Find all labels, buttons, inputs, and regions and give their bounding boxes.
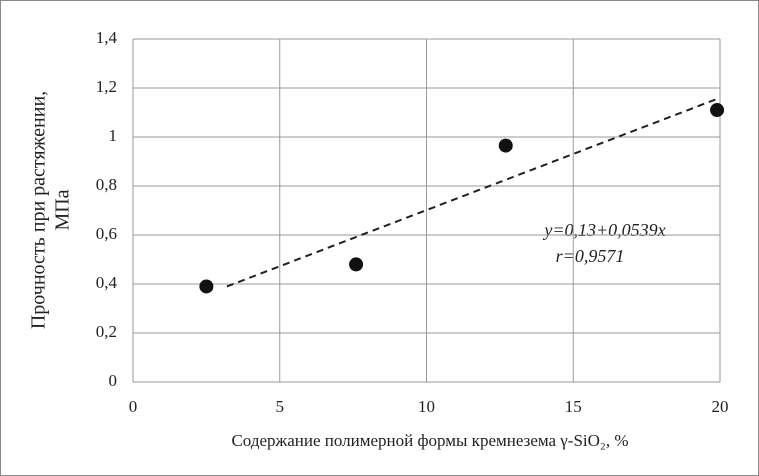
data-point xyxy=(710,103,725,118)
annotation: r=0,9571 xyxy=(556,246,625,266)
y-tick-label: 1,4 xyxy=(96,28,118,47)
x-tick-label: 0 xyxy=(129,397,138,416)
trendline xyxy=(226,96,721,288)
y-tick-label: 0 xyxy=(109,371,118,390)
x-tick-label: 20 xyxy=(712,397,729,416)
y-axis-label: МПа xyxy=(52,189,74,230)
y-axis-label: Прочность при растяжении, xyxy=(28,91,50,329)
data-point xyxy=(498,138,513,153)
x-tick-label: 5 xyxy=(276,397,285,416)
data-point xyxy=(349,257,364,272)
x-axis-label: Содержание полимерной формы кремнезема γ… xyxy=(231,431,628,450)
x-tick-label: 15 xyxy=(565,397,582,416)
data-point xyxy=(199,279,214,294)
y-tick-label: 0,4 xyxy=(96,273,118,292)
y-tick-label: 0,6 xyxy=(96,224,117,243)
x-tick-label: 10 xyxy=(418,397,435,416)
annotation: y=0,13+0,0539x xyxy=(542,220,665,240)
y-tick-label: 0,2 xyxy=(96,322,117,341)
y-tick-label: 0,8 xyxy=(96,175,117,194)
y-tick-label: 1 xyxy=(109,126,118,145)
y-tick-label: 1,2 xyxy=(96,77,117,96)
